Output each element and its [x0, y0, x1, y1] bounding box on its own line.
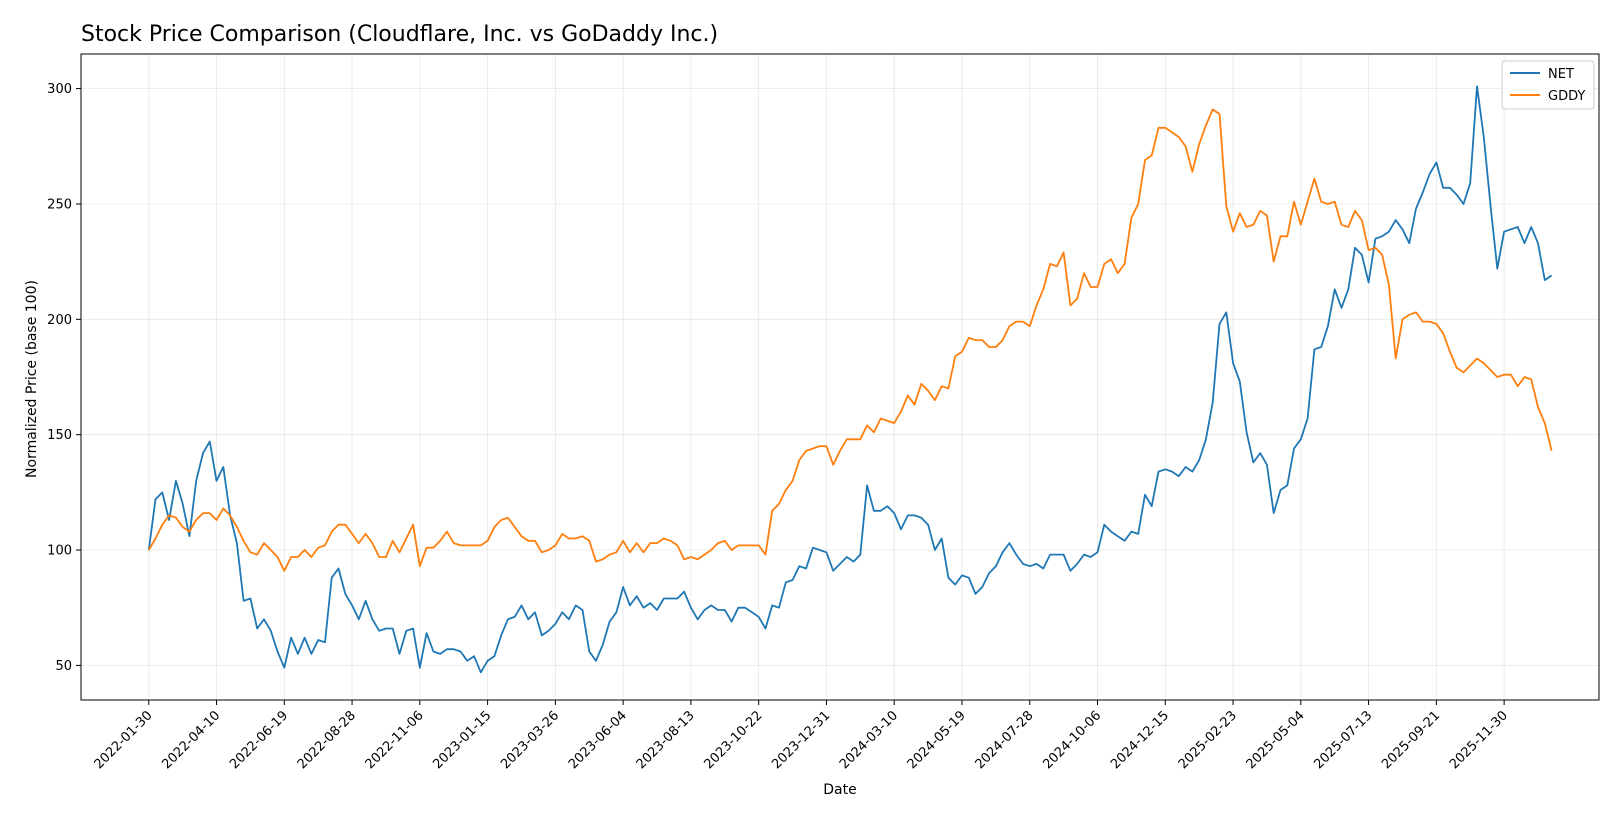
chart-title: Stock Price Comparison (Cloudflare, Inc.… [81, 22, 718, 47]
legend-label-net: NET [1548, 67, 1574, 82]
y-tick-label: 100 [47, 544, 72, 559]
legend-label-gddy: GDDY [1548, 89, 1585, 104]
series-lines [147, 85, 1553, 674]
plot-frame [80, 53, 1600, 701]
y-axis-label: Normalized Price (base 100) [24, 280, 40, 478]
legend: NET GDDY [1501, 60, 1595, 110]
y-axis-ticks: 50 100 150 200 250 300 [47, 82, 81, 674]
y-tick-label: 250 [47, 197, 72, 212]
series-line-gddy [148, 108, 1553, 572]
gridlines [81, 54, 1599, 700]
y-tick-label: 50 [55, 659, 72, 674]
x-axis-label: Date [823, 782, 856, 798]
y-tick-label: 150 [47, 428, 72, 443]
y-tick-label: 200 [47, 313, 72, 328]
series-line-net [147, 85, 1553, 674]
y-tick-label: 300 [47, 82, 72, 97]
